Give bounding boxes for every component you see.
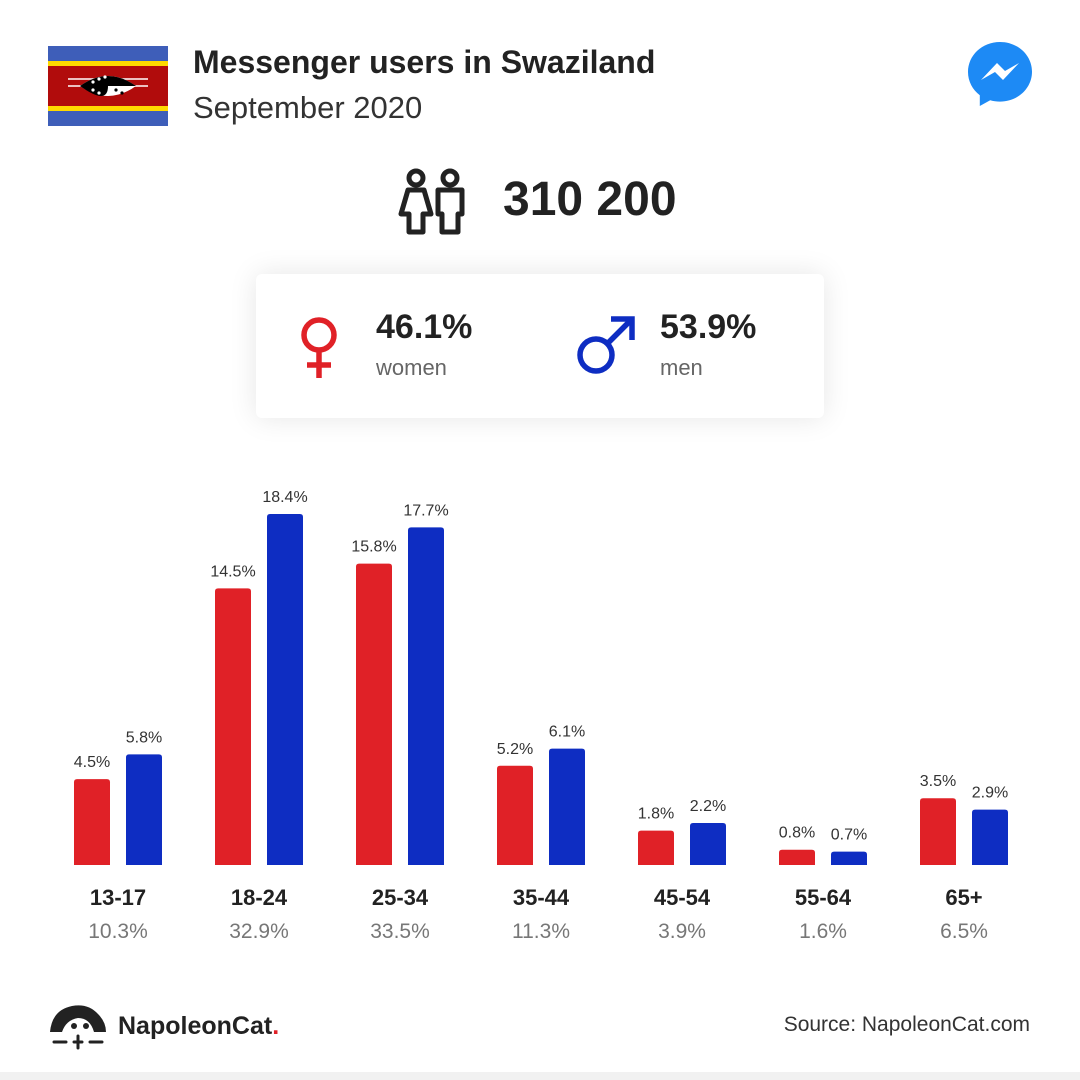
category-total-label: 3.9% bbox=[658, 920, 706, 943]
category-label: 25-34 bbox=[372, 885, 429, 910]
bar bbox=[126, 754, 162, 865]
bar-value-label: 14.5% bbox=[210, 563, 255, 580]
bar bbox=[972, 809, 1008, 865]
bar-value-label: 5.8% bbox=[126, 729, 162, 746]
category-total-label: 1.6% bbox=[799, 920, 847, 943]
women-percentage: 46.1% bbox=[376, 308, 473, 346]
bar bbox=[920, 798, 956, 865]
messenger-logo-icon bbox=[968, 42, 1032, 106]
brand-dot: . bbox=[272, 1012, 280, 1040]
bar bbox=[356, 563, 392, 865]
bar bbox=[497, 765, 533, 865]
bar-value-label: 4.5% bbox=[74, 754, 110, 771]
age-gender-bar-chart: 4.5% 5.8% 13-17 10.3% 14.5% 18.4% 18-24 32.9% 15… bbox=[74, 489, 1008, 943]
women-label: women bbox=[376, 355, 447, 380]
source-credit: Source: NapoleonCat.com bbox=[783, 1013, 1030, 1036]
gender-breakdown-card bbox=[256, 274, 824, 418]
bar-value-label: 2.2% bbox=[690, 798, 726, 815]
bar bbox=[267, 514, 303, 865]
bar bbox=[408, 527, 444, 865]
bottom-strip bbox=[0, 1072, 1080, 1080]
category-total-label: 32.9% bbox=[229, 920, 289, 943]
bar-value-label: 0.7% bbox=[831, 827, 867, 844]
napoleoncat-logo-icon bbox=[50, 1005, 106, 1050]
bar bbox=[74, 779, 110, 865]
bar-value-label: 17.7% bbox=[403, 502, 448, 519]
bar-value-label: 5.2% bbox=[497, 741, 533, 758]
bar-value-label: 0.8% bbox=[779, 825, 815, 842]
category-total-label: 11.3% bbox=[512, 920, 570, 943]
male-symbol-icon bbox=[577, 316, 635, 374]
category-label: 55-64 bbox=[795, 885, 852, 910]
category-total-label: 10.3% bbox=[88, 920, 148, 943]
men-label: men bbox=[660, 355, 703, 380]
bar bbox=[690, 823, 726, 865]
total-users-value: 310 200 bbox=[503, 173, 677, 226]
bar bbox=[215, 588, 251, 865]
category-label: 65+ bbox=[945, 885, 982, 910]
category-total-label: 33.5% bbox=[370, 920, 430, 943]
brand-name: NapoleonCat. bbox=[118, 1012, 280, 1040]
bar-value-label: 3.5% bbox=[920, 773, 956, 790]
category-total-label: 6.5% bbox=[940, 920, 988, 943]
bar-value-label: 15.8% bbox=[351, 539, 396, 556]
bar bbox=[638, 830, 674, 865]
category-label: 35-44 bbox=[513, 885, 570, 910]
bar-value-label: 1.8% bbox=[638, 806, 674, 823]
swaziland-flag-icon bbox=[48, 46, 168, 126]
bar-value-label: 18.4% bbox=[262, 489, 307, 506]
people-icon bbox=[398, 168, 465, 235]
brand: NapoleonCat. bbox=[48, 1000, 308, 1052]
female-symbol-icon bbox=[301, 317, 337, 378]
bar bbox=[779, 849, 815, 865]
page-subtitle: September 2020 bbox=[193, 90, 423, 125]
page-title: Messenger users in Swaziland bbox=[193, 44, 656, 80]
bar bbox=[831, 851, 867, 865]
category-label: 18-24 bbox=[231, 885, 288, 910]
category-label: 13-17 bbox=[90, 885, 146, 910]
bar-value-label: 2.9% bbox=[972, 785, 1008, 802]
bar-value-label: 6.1% bbox=[549, 724, 585, 741]
men-percentage: 53.9% bbox=[660, 308, 757, 346]
bar bbox=[549, 748, 585, 865]
category-label: 45-54 bbox=[654, 885, 711, 910]
